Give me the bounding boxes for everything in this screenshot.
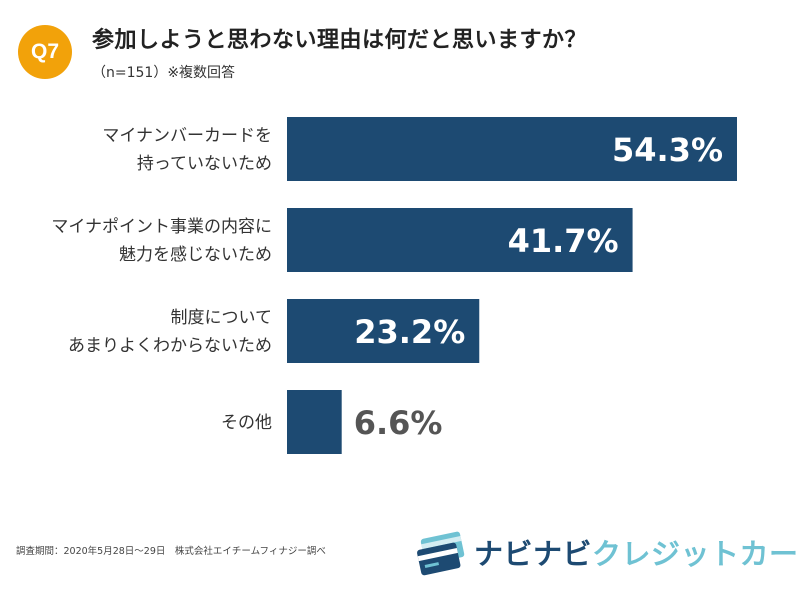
header: Q7 参加しようと思わない理由は何だと思いますか？ （n=151）※複数回答: [0, 0, 800, 100]
category-label-3: 制度についてあまりよくわからないため: [68, 308, 272, 356]
value-label-4: 6.6%: [354, 404, 443, 442]
brand-name: ナビナビクレジットカード: [474, 531, 800, 573]
bar-4: [287, 390, 342, 454]
category-label-2: マイナポイント事業の内容に魅力を感じないため: [51, 217, 272, 265]
value-label-1: 54.3%: [612, 131, 723, 169]
chart-title: 参加しようと思わない理由は何だと思いますか？: [92, 28, 588, 53]
survey-note: 調査期間：2020年5月28日～29日 株式会社エイチームフィナジー調べ: [16, 546, 326, 557]
chart-subtitle: （n=151）※複数回答: [92, 65, 236, 81]
brand-logo: ナビナビクレジットカード: [414, 525, 800, 580]
bar-1: [287, 117, 737, 181]
bar-chart: 54.3% マイナンバーカードを持っていないため 41.7% マイナポイント事業の内容…: [51, 117, 737, 454]
value-label-3: 23.2%: [354, 313, 465, 351]
bar-3: [287, 299, 480, 363]
brand-name-part2: クレジットカード: [592, 537, 800, 571]
brand-name-part1: ナビナビ: [474, 537, 593, 571]
value-label-2: 41.7%: [508, 222, 619, 260]
category-label-1: マイナンバーカードを持っていないため: [102, 126, 272, 174]
category-label-4: その他: [221, 413, 272, 433]
credit-card-icon: [417, 531, 465, 576]
bar-2: [287, 208, 633, 272]
question-badge: Q7: [18, 25, 72, 79]
